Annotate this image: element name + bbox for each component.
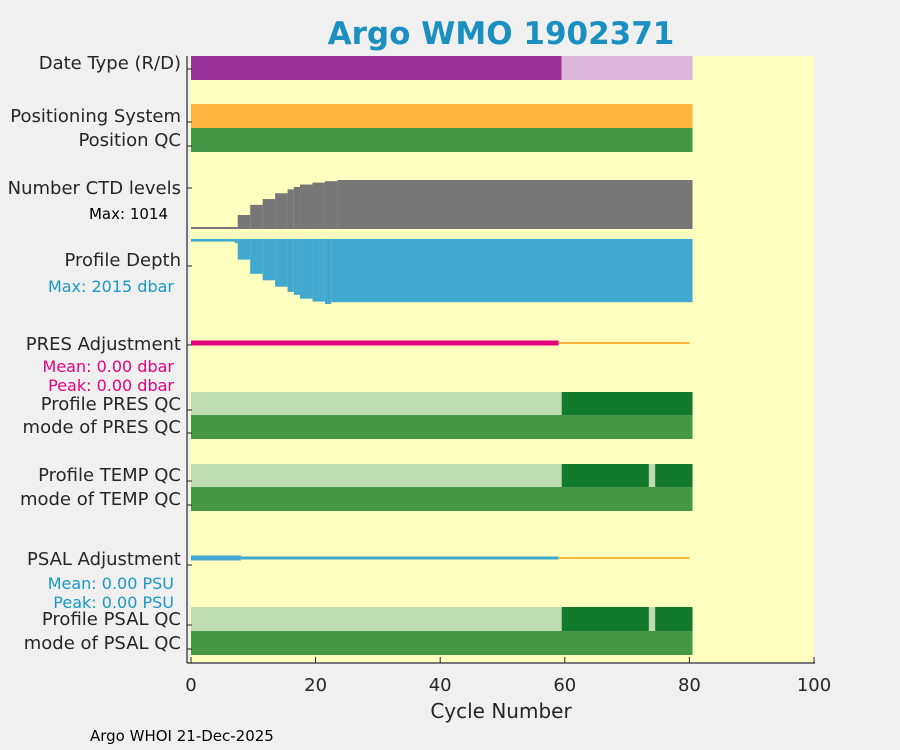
profile-psal-qc-segment-1 xyxy=(561,607,649,631)
psal-adjustment-mean-label: Mean: 0.00 PSU xyxy=(48,574,174,593)
plot-area xyxy=(190,56,814,662)
date-type-label: Date Type (R/D) xyxy=(39,53,181,74)
chart-title: Argo WMO 1902371 xyxy=(328,16,675,52)
profile-depth-max-label: Max: 2015 dbar xyxy=(48,277,174,296)
ctd-levels-bar-0 xyxy=(191,227,238,229)
ctd-levels-bar-1 xyxy=(237,214,251,229)
profile-psal-qc-segment-0 xyxy=(191,607,562,631)
profile-pres-qc-segment-1 xyxy=(561,392,693,415)
profile-depth-bar-5 xyxy=(275,239,288,287)
ctd-levels-bar-8 xyxy=(312,182,325,229)
profile-pres-qc-segment-0 xyxy=(191,392,562,415)
x-tick-label-5: 100 xyxy=(797,675,831,696)
ctd-levels-label: Number CTD levels xyxy=(8,178,181,199)
ctd-levels-max-label: Max: 1014 xyxy=(89,205,168,223)
x-tick-label-0: 0 xyxy=(185,675,196,696)
date-type-segment-0 xyxy=(191,56,562,80)
date-type-segment-1 xyxy=(561,56,693,80)
ctd-levels-bar-2 xyxy=(250,204,263,229)
profile-depth-bar-6 xyxy=(287,239,294,292)
ctd-levels-bar-7 xyxy=(300,184,313,229)
profile-temp-qc-segment-0 xyxy=(191,464,562,487)
x-tick-label-2: 40 xyxy=(429,675,452,696)
position-qc-segment-0 xyxy=(191,128,693,152)
pres-adjustment-mean-label: Mean: 0.00 dbar xyxy=(43,357,175,376)
ctd-levels-bar-4 xyxy=(275,193,288,229)
profile-temp-qc-label: Profile TEMP QC xyxy=(38,465,181,486)
footer-credit: Argo WHOI 21-Dec-2025 xyxy=(90,727,274,745)
psal-adjustment-peak-label: Peak: 0.00 PSU xyxy=(53,593,174,612)
positioning-system-label: Positioning System xyxy=(10,106,181,127)
psal-adjustment-label: PSAL Adjustment xyxy=(27,549,181,570)
x-tick-label-1: 20 xyxy=(304,675,327,696)
position-qc-label: Position QC xyxy=(78,130,181,151)
positioning-system-segment-0 xyxy=(191,104,693,128)
profile-depth-bar-8 xyxy=(300,239,313,299)
mode-pres-qc-label: mode of PRES QC xyxy=(23,417,181,438)
profile-depth-bar-10 xyxy=(324,239,332,304)
profile-depth-bar-1 xyxy=(234,239,238,244)
profile-depth-bar-4 xyxy=(262,239,276,281)
profile-psal-qc-segment-2 xyxy=(648,607,656,631)
x-axis-label: Cycle Number xyxy=(430,699,572,723)
profile-temp-qc-segment-3 xyxy=(655,464,693,487)
profile-depth-bar-0 xyxy=(191,239,235,242)
pres-adjustment-peak-label: Peak: 0.00 dbar xyxy=(48,376,174,395)
ctd-levels-bar-3 xyxy=(262,199,276,229)
mode-psal-qc-segment-0 xyxy=(191,631,693,655)
profile-depth-bar-3 xyxy=(250,239,263,274)
ctd-levels-bar-10 xyxy=(337,180,693,229)
ctd-levels-bar-5 xyxy=(287,189,294,229)
mode-psal-qc-label: mode of PSAL QC xyxy=(24,633,181,654)
profile-depth-bar-2 xyxy=(237,239,251,260)
profile-temp-qc-segment-1 xyxy=(561,464,649,487)
profile-depth-bar-7 xyxy=(293,239,301,295)
mode-temp-qc-label: mode of TEMP QC xyxy=(20,489,181,510)
profile-depth-label: Profile Depth xyxy=(64,250,181,271)
x-tick-label-3: 60 xyxy=(553,675,576,696)
profile-temp-qc-segment-2 xyxy=(648,464,656,487)
mode-temp-qc-segment-0 xyxy=(191,487,693,511)
profile-pres-qc-label: Profile PRES QC xyxy=(41,394,181,415)
profile-depth-bar-9 xyxy=(312,239,325,302)
profile-psal-qc-label: Profile PSAL QC xyxy=(42,609,181,630)
x-tick-label-4: 80 xyxy=(678,675,701,696)
mode-pres-qc-segment-0 xyxy=(191,415,693,439)
ctd-levels-bar-9 xyxy=(324,181,338,229)
ctd-levels-bar-6 xyxy=(293,186,301,229)
profile-depth-bar-11 xyxy=(331,239,693,303)
pres-adjustment-label: PRES Adjustment xyxy=(26,334,181,355)
profile-psal-qc-segment-3 xyxy=(655,607,693,631)
